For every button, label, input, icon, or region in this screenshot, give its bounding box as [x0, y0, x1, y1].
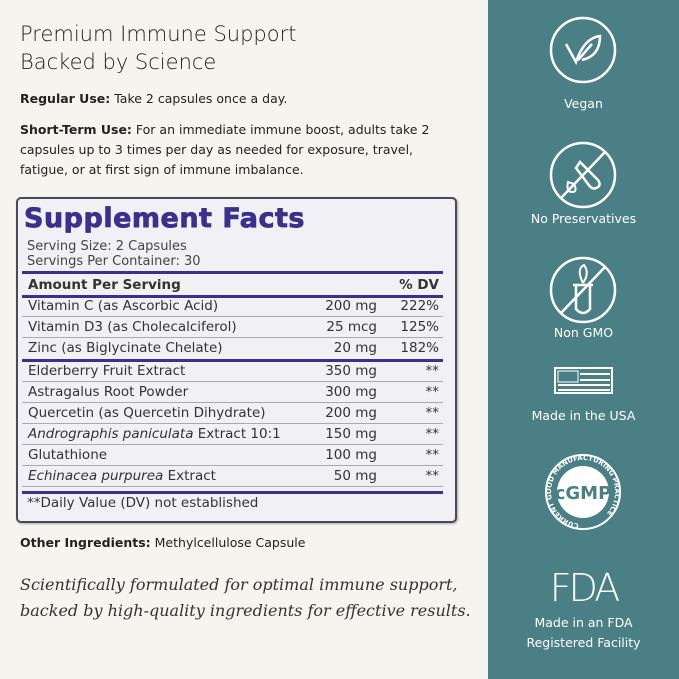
vegan-leaf-icon	[549, 16, 617, 84]
ingredient-name: Glutathione	[28, 447, 108, 463]
facts-row: Elderberry Fruit Extract 350 mg **	[22, 361, 443, 382]
ingredient-name: Andrographis paniculata Extract 10:1	[28, 426, 281, 442]
ingredient-amount: 25 mcg	[326, 319, 377, 335]
ingredient-dv: **	[425, 384, 440, 400]
facts-row: Glutathione 100 mg **	[22, 445, 443, 466]
facts-row: Andrographis paniculata Extract 10:1 150 …	[22, 424, 443, 445]
ingredient-dv: 222%	[400, 298, 439, 314]
badge-made-in-usa: Made in the USA	[531, 408, 636, 423]
other-ingredients: Other Ingredients: Methylcellulose Capsu…	[20, 535, 306, 550]
tagline: Scientifically formulated for optimal im…	[20, 575, 471, 620]
divider	[22, 295, 443, 298]
facts-row: Vitamin D3 (as Cholecalciferol) 25 mcg 125…	[22, 317, 443, 338]
ingredient-name: Zinc (as Biglycinate Chelate)	[28, 340, 223, 356]
badge-no-preservatives: No Preservatives	[530, 211, 637, 226]
ingredient-name: Astragalus Root Powder	[28, 384, 189, 400]
ingredient-dv: 182%	[400, 340, 439, 356]
ingredient-dv: **	[425, 468, 440, 484]
facts-title: Supplement Facts	[24, 203, 305, 235]
badge-panel: Vegan No Preservatives Non GMO Made in t…	[488, 0, 679, 679]
facts-footnote: **Daily Value (DV) not established	[27, 495, 259, 511]
ingredient-amount: 100 mg	[325, 447, 377, 463]
divider	[22, 359, 443, 362]
badge-non-gmo: Non GMO	[553, 325, 614, 340]
facts-row: Astragalus Root Powder 300 mg **	[22, 382, 443, 403]
ingredient-dv: **	[425, 405, 440, 421]
ingredient-amount: 200 mg	[325, 405, 377, 421]
ingredient-dv: **	[425, 426, 440, 442]
ingredient-amount: 50 mg	[333, 468, 377, 484]
no-preservatives-icon	[549, 141, 617, 209]
facts-header: Amount Per Serving% DV	[28, 277, 439, 293]
ingredient-amount: 20 mg	[333, 340, 377, 356]
supplement-facts-panel: Supplement Facts Serving Size: 2 Capsule…	[16, 197, 457, 523]
ingredient-amount: 350 mg	[325, 363, 377, 379]
cgmp-seal-icon: cGMP CURRENT GOOD MANUFACTURING PRACTICE	[545, 454, 621, 530]
facts-row: Zinc (as Biglycinate Chelate) 20 mg 182%	[22, 338, 443, 359]
ingredient-name: Elderberry Fruit Extract	[28, 363, 186, 379]
short-term-use: Short-Term Use: For an immediate immune …	[20, 122, 430, 177]
badge-fda-line1: Made in an FDA	[534, 615, 633, 630]
left-content: Premium Immune Support Backed by Science…	[16, 22, 471, 620]
non-gmo-icon	[549, 256, 617, 324]
facts-row: Echinacea purpurea Extract 50 mg **	[22, 466, 443, 487]
ingredient-name: Vitamin D3 (as Cholecalciferol)	[28, 319, 237, 335]
ingredient-dv: **	[425, 447, 440, 463]
regular-use: Regular Use: Take 2 capsules once a day.	[20, 91, 288, 106]
serving-info: Serving Size: 2 Capsules Servings Per Co…	[27, 239, 201, 269]
ingredient-name: Quercetin (as Quercetin Dihydrate)	[28, 405, 266, 421]
svg-text:cGMP: cGMP	[555, 483, 612, 504]
ingredient-dv: **	[425, 363, 440, 379]
divider	[22, 491, 443, 494]
ingredient-amount: 150 mg	[325, 426, 377, 442]
facts-row: Quercetin (as Quercetin Dihydrate) 200 mg…	[22, 403, 443, 424]
facts-row: Vitamin C (as Ascorbic Acid) 200 mg 222%	[22, 296, 443, 317]
ingredient-name: Vitamin C (as Ascorbic Acid)	[28, 298, 219, 314]
divider	[22, 271, 443, 274]
badge-fda-line2: Registered Facility	[526, 635, 641, 650]
fda-logo: FDA	[549, 566, 620, 610]
ingredient-amount: 300 mg	[325, 384, 377, 400]
usa-flag-icon	[554, 367, 613, 394]
ingredient-name: Echinacea purpurea Extract	[28, 468, 216, 484]
badge-vegan: Vegan	[564, 96, 603, 111]
page-title: Premium Immune Support Backed by Science	[20, 22, 297, 74]
ingredient-dv: 125%	[400, 319, 439, 335]
ingredient-amount: 200 mg	[325, 298, 377, 314]
